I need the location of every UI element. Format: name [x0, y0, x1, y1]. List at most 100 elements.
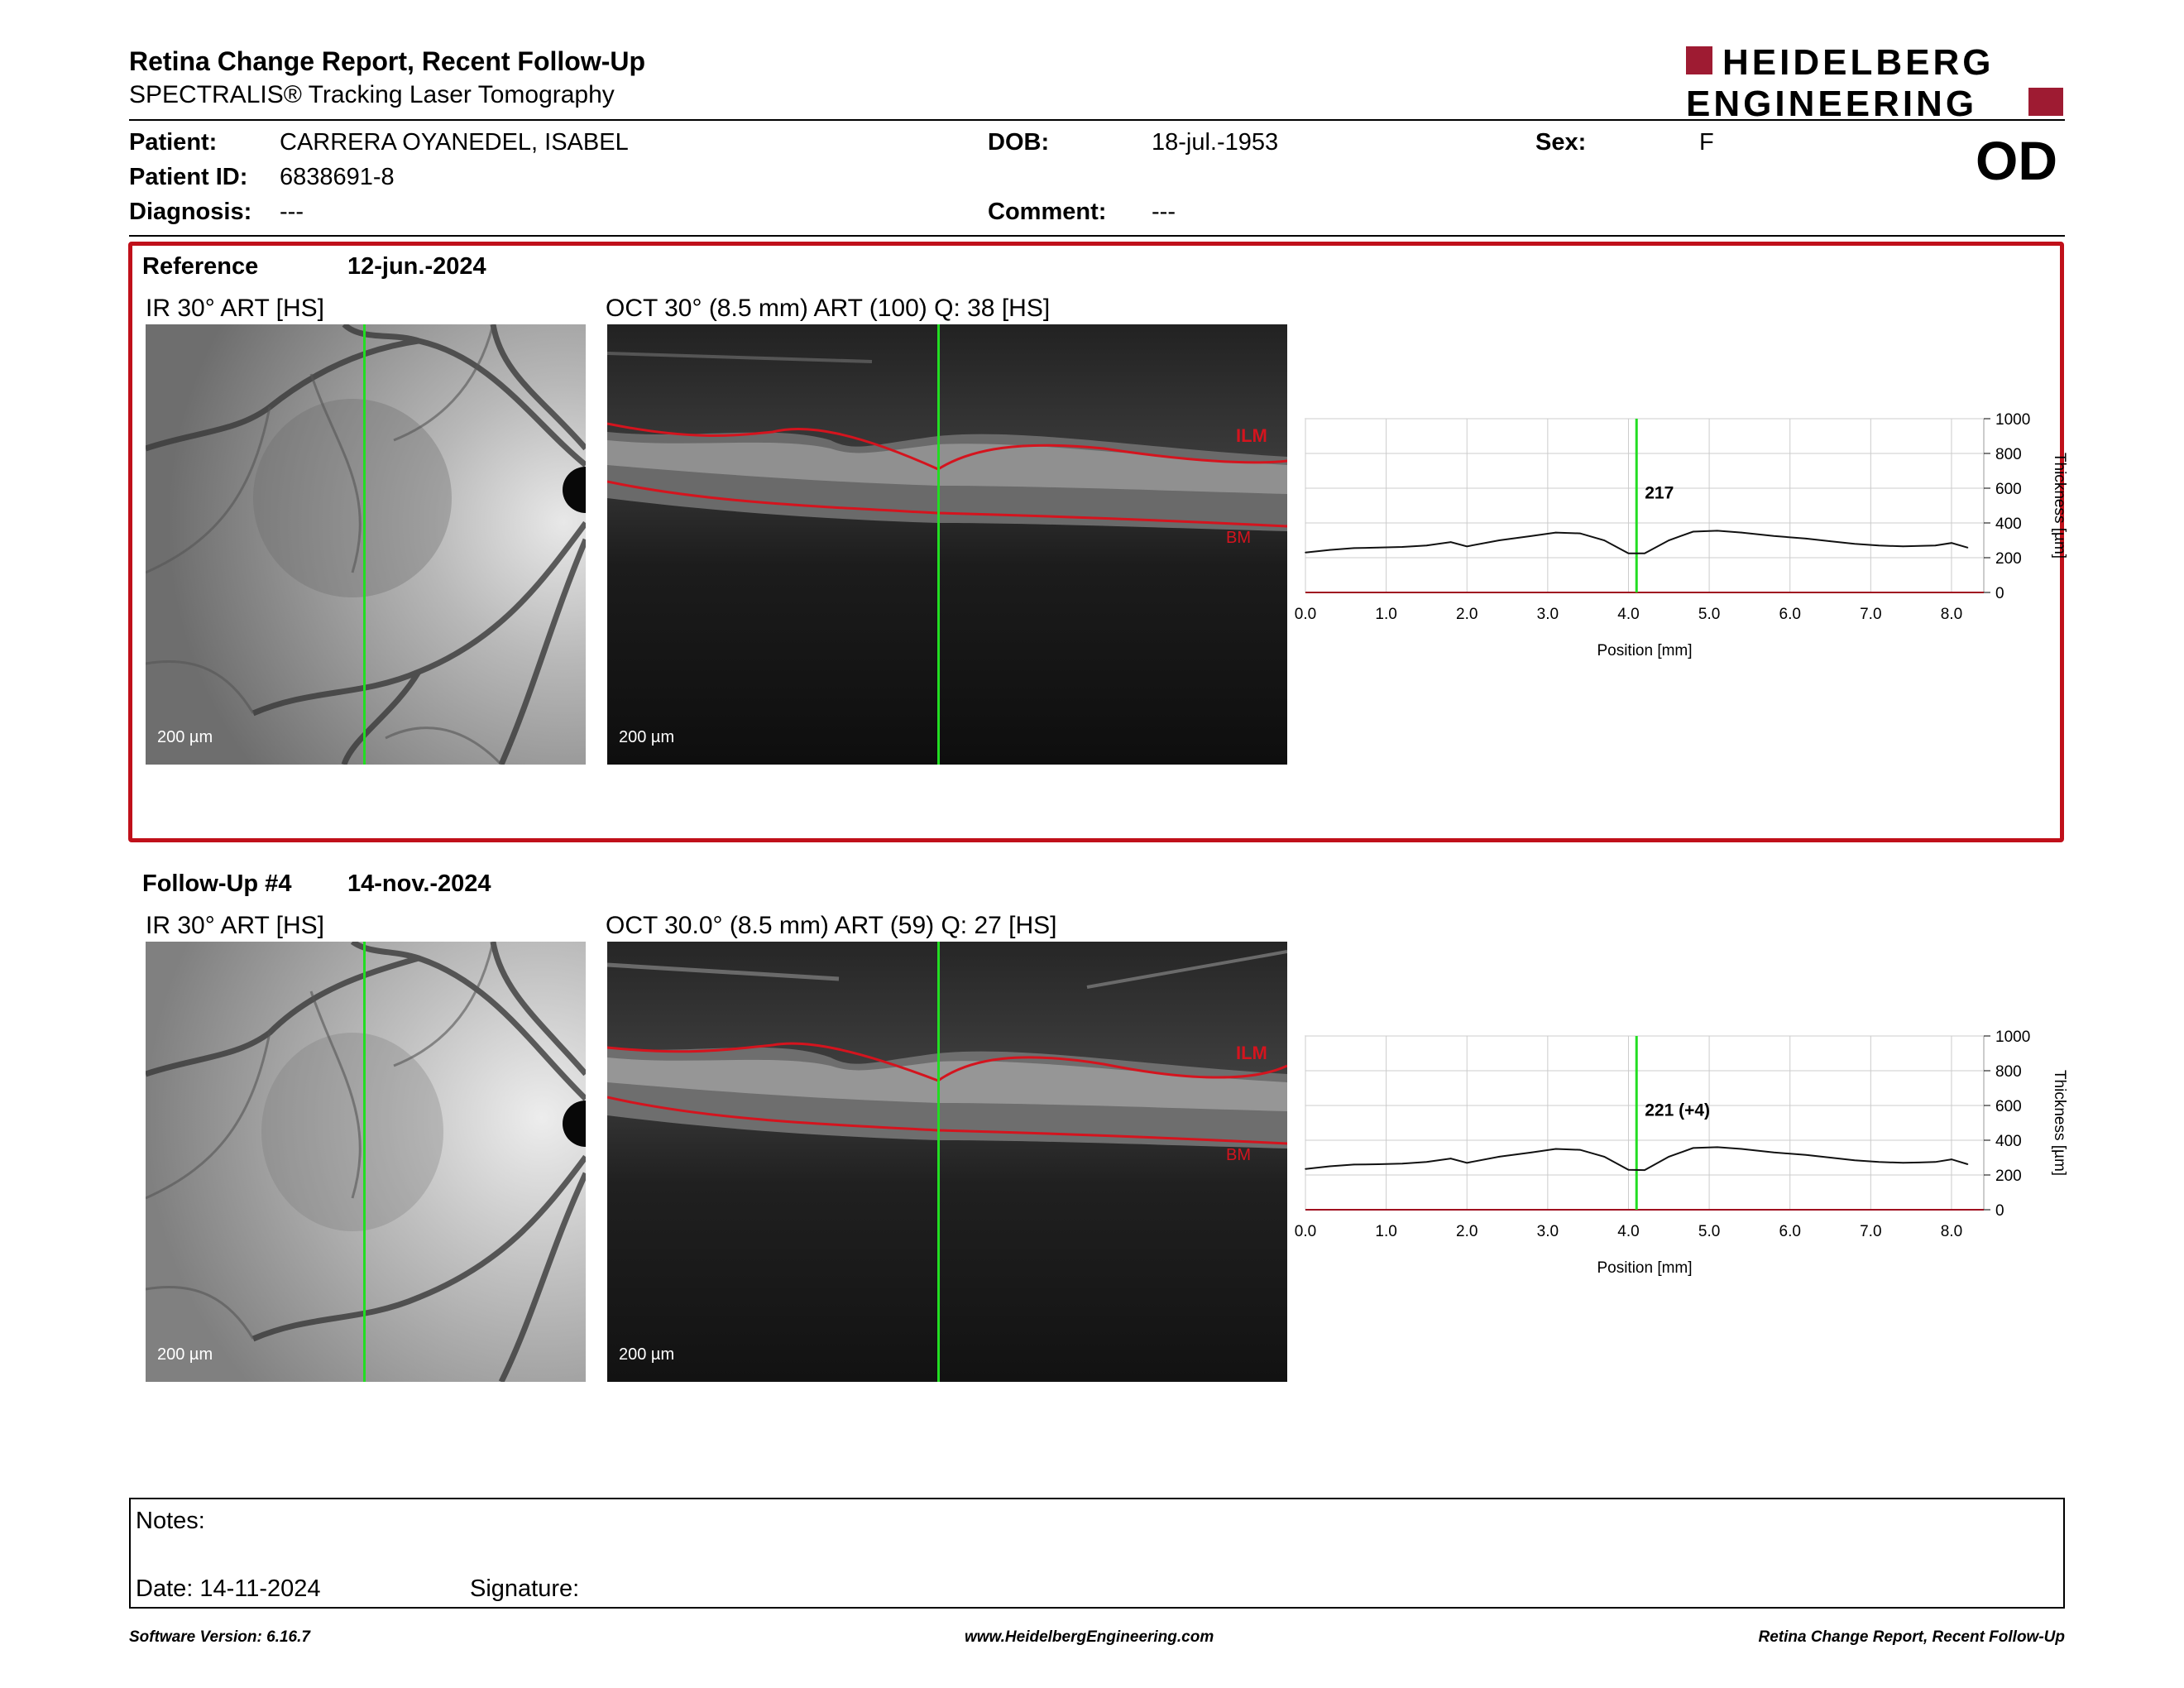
- chart-xtick-label: 2.0: [1456, 1223, 1478, 1240]
- chart-data-point: [1854, 1159, 1856, 1161]
- chart-data-point: [1854, 543, 1856, 544]
- reference-ir-title: IR 30° ART [HS]: [146, 295, 324, 322]
- reference-highlight-box: [128, 242, 2064, 842]
- chart-data-point: [1627, 552, 1630, 554]
- header-divider: [129, 119, 2065, 121]
- chart-ytick-label: 400: [1995, 1133, 2022, 1150]
- followup-ir-title: IR 30° ART [HS]: [146, 912, 324, 939]
- followup-oct-title: OCT 30.0° (8.5 mm) ART (59) Q: 27 [HS]: [606, 912, 1057, 939]
- chart-xtick-label: 4.0: [1617, 1223, 1639, 1240]
- reference-ir-fundus-image: 200 µm: [146, 324, 586, 765]
- chart-ytick-label: 800: [1995, 446, 2022, 463]
- sex-label: Sex:: [1535, 129, 1587, 156]
- chart-xtick-label: 0.0: [1295, 1223, 1316, 1240]
- reference-oct-title: OCT 30° (8.5 mm) ART (100) Q: 38 [HS]: [606, 295, 1051, 322]
- reference-thickness-chart-svg: 0 200 400 600 800 1000 0.0 1.0 2.0 3.0 4.0 5.0 6.0 7.…: [1295, 411, 2068, 659]
- chart-ytick-label: 1000: [1995, 411, 2030, 429]
- signature-label: Signature:: [470, 1575, 580, 1602]
- chart-data-point: [1741, 531, 1742, 534]
- diagnosis-label: Diagnosis:: [129, 199, 252, 225]
- chart-xtick-label: 7.0: [1860, 606, 1881, 623]
- followup-ilm-label: ILM: [1236, 1043, 1267, 1063]
- followup-oct-scalebar: 200 µm: [619, 1345, 675, 1364]
- sex-value: F: [1699, 129, 1714, 156]
- chart-xtick-label: 6.0: [1779, 1223, 1801, 1240]
- chart-data-point: [1377, 1163, 1379, 1165]
- chart-data-point: [1627, 1168, 1630, 1171]
- chart-ytick-label: 800: [1995, 1063, 2022, 1081]
- date-label: Date: 14-11-2024: [136, 1575, 321, 1602]
- chart-ylabel: Thickness [µm]: [2051, 1070, 2068, 1176]
- footer-website[interactable]: www.HeidelbergEngineering.com: [965, 1628, 1214, 1646]
- followup-ir-fundus-image: 200 µm: [146, 942, 586, 1382]
- dob-value: 18-jul.-1953: [1152, 129, 1279, 156]
- dob-label: DOB:: [988, 129, 1050, 156]
- reference-date: 12-jun.-2024: [347, 253, 486, 280]
- chart-ytick-label: 400: [1995, 516, 2022, 533]
- chart-ylabel: Thickness [µm]: [2051, 453, 2068, 559]
- chart-data-point: [1401, 546, 1403, 548]
- chart-xtick-label: 5.0: [1698, 606, 1720, 623]
- comment-value: ---: [1152, 199, 1176, 225]
- notes-box: [129, 1498, 2065, 1609]
- patient-divider: [129, 235, 2065, 237]
- chart-ytick-label: 1000: [1995, 1029, 2030, 1046]
- chart-xtick-label: 8.0: [1941, 1223, 1962, 1240]
- chart-xtick-label: 3.0: [1537, 606, 1559, 623]
- chart-ytick-label: 0: [1995, 585, 2004, 602]
- chart-xtick-label: 5.0: [1698, 1223, 1720, 1240]
- reference-oct-bscan-image: ILM BM 200 µm: [607, 324, 1287, 765]
- chart-data-point: [1353, 1163, 1355, 1166]
- chart-data-point: [1466, 545, 1468, 548]
- chart-data-point: [1692, 530, 1694, 533]
- reference-ir-scan-line: [363, 324, 366, 765]
- chart-xtick-label: 8.0: [1941, 606, 1962, 623]
- chart-data-point: [1668, 1156, 1670, 1158]
- chart-data-point: [1530, 1151, 1533, 1153]
- chart-data-point: [1530, 535, 1533, 537]
- chart-data-point: [1741, 1148, 1742, 1150]
- chart-data-point: [1305, 1168, 1306, 1170]
- followup-ir-scan-line: [363, 942, 366, 1382]
- reference-oct-scalebar: 200 µm: [619, 728, 675, 746]
- chart-data-point: [1951, 542, 1952, 544]
- chart-data-point: [1918, 544, 1920, 547]
- followup-date: 14-nov.-2024: [347, 870, 491, 897]
- patient-id: 6838691-8: [280, 164, 395, 190]
- reference-ir-scalebar: 200 µm: [157, 728, 213, 746]
- chart-data-point: [1773, 1151, 1774, 1153]
- chart-data-point: [1425, 544, 1428, 547]
- chart-ytick-label: 200: [1995, 550, 2022, 568]
- chart-data-point: [1579, 532, 1581, 535]
- chart-data-point: [1603, 1156, 1605, 1158]
- followup-thickness-chart: 0 200 400 600 800 1000 0.0 1.0 2.0 3.0 4.0 5.0 6.0 7.…: [1295, 1029, 2075, 1309]
- chart-data-point: [1878, 544, 1880, 547]
- chart-data-point: [1934, 1161, 1937, 1163]
- chart-xtick-label: 3.0: [1537, 1223, 1559, 1240]
- eye-indicator: OD: [1976, 130, 2057, 191]
- reference-oct-scan-line: [937, 324, 940, 765]
- chart-data-point: [1934, 544, 1937, 547]
- reference-thickness-chart: 0 200 400 600 800 1000 0.0 1.0 2.0 3.0 4.0 5.0 6.0 7.…: [1295, 411, 2075, 692]
- chart-data-point: [1878, 1161, 1880, 1163]
- chart-data-point: [1668, 539, 1670, 541]
- chart-xtick-label: 2.0: [1456, 606, 1478, 623]
- chart-data-point: [1425, 1161, 1428, 1163]
- chart-data-point: [1449, 1158, 1452, 1159]
- chart-data-point: [1305, 551, 1306, 554]
- chart-data-point: [1554, 531, 1557, 534]
- chart-xlabel: Position [mm]: [1597, 642, 1692, 659]
- followup-oct-scan-line: [937, 942, 940, 1382]
- followup-bm-label: BM: [1226, 1146, 1251, 1164]
- chart-annotation: 217: [1645, 484, 1674, 503]
- chart-annotation: 221 (+4): [1645, 1101, 1710, 1120]
- chart-data-point: [1329, 1165, 1331, 1168]
- chart-data-point: [1918, 1162, 1920, 1163]
- footer-report-name: Retina Change Report, Recent Follow-Up: [1758, 1628, 2065, 1646]
- report-title: Retina Change Report, Recent Follow-Up: [129, 46, 646, 76]
- chart-data-point: [1692, 1147, 1694, 1149]
- chart-data-point: [1498, 539, 1501, 541]
- chart-xlabel: Position [mm]: [1597, 1259, 1692, 1277]
- patient-id-label: Patient ID:: [129, 164, 248, 190]
- report-subtitle: SPECTRALIS® Tracking Laser Tomography: [129, 81, 615, 108]
